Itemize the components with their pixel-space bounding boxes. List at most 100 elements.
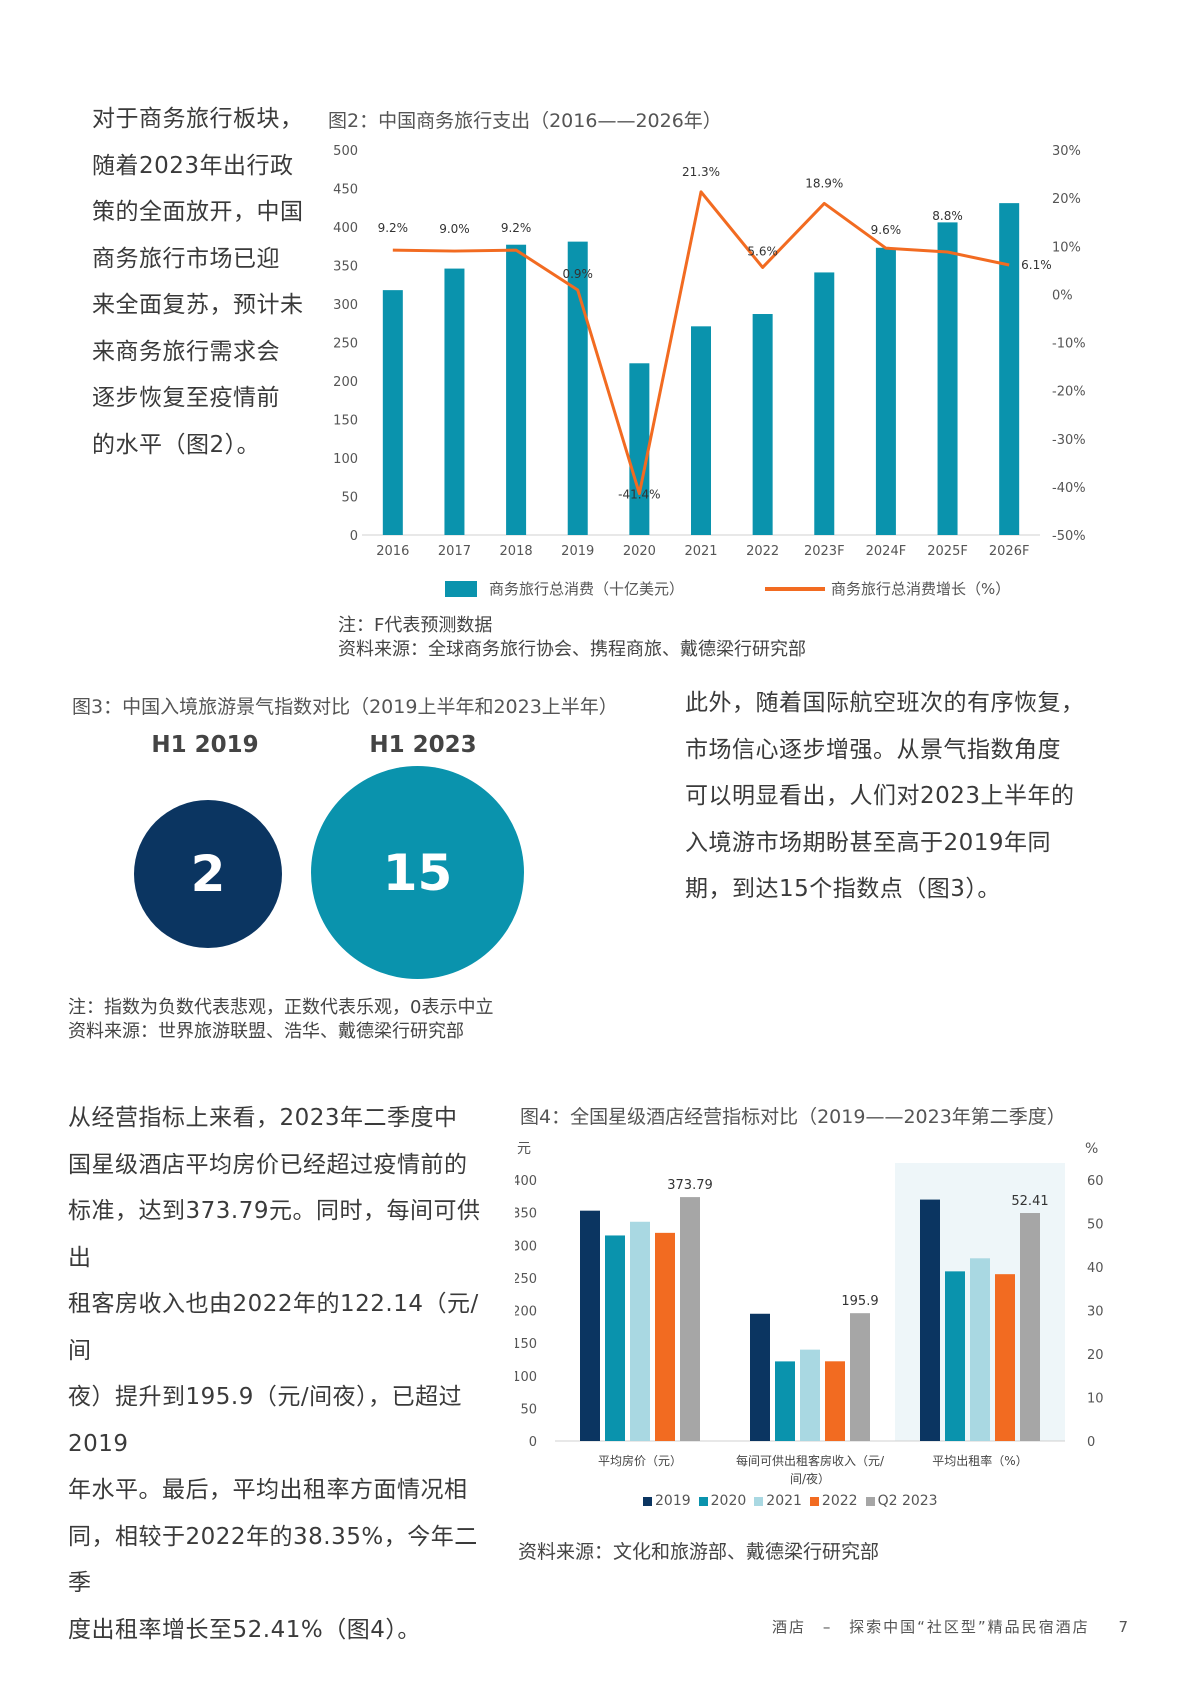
bar-q2-2023: [1020, 1213, 1040, 1441]
legend-item: Q2 2023: [865, 1493, 938, 1509]
right-paragraph: 此外，随着国际航空班次的有序恢复， 市场信心逐步增强。从景气指数角度 可以明显看…: [685, 680, 1115, 913]
growth-data-label: 9.6%: [871, 223, 902, 237]
legend-label: 2019: [655, 1493, 691, 1509]
bar-spend: [567, 241, 588, 535]
bar-2020: [775, 1361, 795, 1441]
legend-label: 商务旅行总消费增长（%）: [831, 580, 1011, 598]
bar-2020: [945, 1271, 965, 1441]
legend-label: 2020: [710, 1493, 747, 1509]
text-line: 可以明显看出，人们对2023上半年的: [685, 783, 1075, 809]
bar-2022: [655, 1232, 675, 1441]
text-line: 对于商务旅行板块，: [92, 106, 304, 132]
text-line: 逐步恢复至疫情前: [92, 385, 280, 411]
y-left-tick-label: 400: [515, 1174, 537, 1189]
y-right-tick-label: -50%: [1052, 529, 1086, 544]
bar-q2-2023: [680, 1197, 700, 1441]
legend-label: 2022: [821, 1493, 858, 1509]
text-line: 从经营指标上来看，2023年二季度中: [68, 1105, 458, 1131]
text-line: 市场信心逐步增强。从景气指数角度: [685, 736, 1061, 763]
bar-2021: [630, 1221, 650, 1441]
bar-spend: [752, 314, 773, 535]
x-tick-label: 2017: [438, 544, 471, 559]
x-category-label: 平均出租率（%）: [932, 1453, 1027, 1468]
y-left-tick-label: 400: [333, 221, 358, 236]
fig2-notes: 注：F代表预测数据 资料来源：全球商务旅行协会、携程商旅、戴德梁行研究部: [338, 614, 806, 662]
legend-label: 商务旅行总消费（十亿美元）: [489, 580, 685, 598]
legend-swatch: [809, 1496, 819, 1506]
x-tick-label: 2026F: [989, 544, 1030, 559]
text-line: 入境游市场期盼甚至高于2019年同: [685, 829, 1052, 856]
x-category-label: 每间可供出租客房收入（元/: [736, 1453, 885, 1468]
x-category-label: 平均房价（元）: [598, 1453, 682, 1468]
text-line: 随着2023年出行政: [92, 152, 294, 179]
text-line: 期，到达15个指数点（图3）。: [685, 876, 1001, 902]
y-left-tick-label: 300: [515, 1239, 537, 1254]
text-line: 年水平。最后，平均出租率方面情况相: [68, 1477, 468, 1503]
y-right-tick-label: 0: [1087, 1435, 1095, 1450]
text-line: 此外，随着国际航空班次的有序恢复，: [685, 690, 1085, 716]
bar-spend: [875, 247, 896, 535]
y-left-tick-label: 0: [350, 529, 358, 544]
fig2-source: 资料来源：全球商务旅行协会、携程商旅、戴德梁行研究部: [338, 639, 806, 660]
fig2-legend-bar: 商务旅行总消费（十亿美元）: [445, 578, 684, 599]
text-line: 商务旅行市场已迎: [92, 245, 280, 272]
growth-data-label: 21.3%: [682, 165, 720, 179]
y-left-tick-label: 350: [333, 260, 358, 275]
footer-dash: –: [822, 1618, 833, 1636]
bar-2019: [580, 1210, 600, 1441]
text-line: 来全面复苏，预计未: [92, 292, 304, 318]
growth-data-label: 9.2%: [501, 221, 532, 235]
y-left-unit: 元: [517, 1141, 531, 1157]
text-line: 国星级酒店平均房价已经超过疫情前的: [68, 1151, 468, 1178]
footer-section: 酒店: [772, 1618, 807, 1636]
legend-swatch-line: [765, 586, 825, 591]
legend-label: 2021: [766, 1493, 802, 1509]
fig4-title: 图4：全国星级酒店经营指标对比（2019——2023年第二季度）: [520, 1106, 1066, 1128]
fig3-note: 注：指数为负数代表悲观，正数代表乐观，0表示中立: [68, 997, 494, 1018]
y-left-tick-label: 200: [333, 375, 358, 390]
bar-spend: [999, 203, 1020, 535]
bar-spend: [937, 222, 958, 535]
text-line: 租客房收入也由2022年的122.14（元/间: [68, 1291, 479, 1364]
y-right-tick-label: 30: [1087, 1305, 1104, 1320]
y-left-tick-label: 500: [333, 144, 358, 159]
x-tick-label: 2020: [623, 544, 656, 559]
bar-spend: [814, 272, 835, 535]
fig2-title: 图2：中国商务旅行支出（2016——2026年）: [328, 110, 722, 132]
text-line: 夜）提升到195.9（元/间夜），已超过2019: [68, 1384, 463, 1457]
y-left-tick-label: 50: [341, 491, 358, 506]
text-line: 来商务旅行需求会: [92, 338, 280, 365]
bar-value-label: 373.79: [667, 1178, 713, 1193]
fig2-legend-line: 商务旅行总消费增长（%）: [765, 578, 1010, 599]
bar-spend: [629, 363, 650, 535]
growth-line: [392, 190, 1010, 496]
text-line: 策的全面放开，中国: [92, 199, 304, 225]
legend-item: 2020: [698, 1493, 747, 1509]
y-left-tick-label: 300: [333, 298, 358, 313]
y-right-unit: %: [1085, 1141, 1098, 1157]
text-line: 同，相较于2022年的38.35%，今年二季: [68, 1523, 478, 1597]
bar-2019: [920, 1199, 940, 1441]
bar-2021: [970, 1258, 990, 1441]
legend-label: Q2 2023: [877, 1493, 938, 1509]
x-tick-label: 2023F: [804, 544, 845, 559]
y-left-tick-label: 100: [515, 1370, 537, 1385]
bar-q2-2023: [850, 1313, 870, 1441]
x-tick-label: 2022: [746, 544, 779, 559]
page-footer: 酒店 – 探索中国“社区型”精品民宿酒店 7: [772, 1616, 1130, 1637]
bar-spend: [691, 326, 711, 535]
y-left-tick-label: 200: [515, 1305, 537, 1320]
legend-item: 2019: [643, 1493, 691, 1509]
x-category-label: 间/夜）: [790, 1471, 830, 1486]
fig3-right-circle: 15: [311, 766, 524, 979]
fig3-left-circle: 2: [134, 800, 282, 948]
legend-swatch: [865, 1496, 875, 1506]
y-right-tick-label: 50: [1087, 1218, 1104, 1233]
fig3-source: 资料来源：世界旅游联盟、浩华、戴德梁行研究部: [68, 1021, 464, 1042]
y-left-tick-label: 350: [515, 1207, 537, 1222]
y-left-tick-label: 50: [520, 1402, 537, 1417]
y-right-tick-label: 20: [1087, 1348, 1104, 1363]
x-tick-label: 2018: [500, 544, 533, 559]
bar-value-label: 195.9: [841, 1294, 878, 1309]
bar-value-label: 52.41: [1011, 1194, 1048, 1209]
